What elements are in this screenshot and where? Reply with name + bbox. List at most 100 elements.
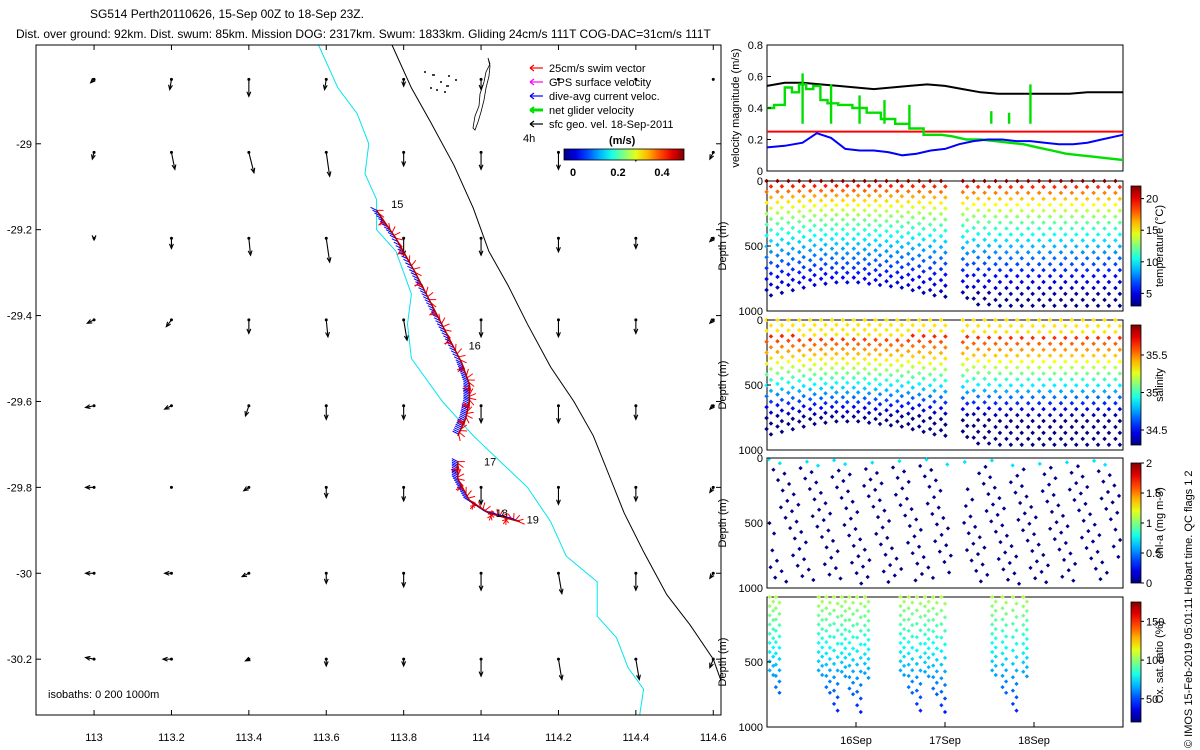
section-data-point [1015, 329, 1020, 335]
section-data-point [807, 267, 813, 273]
section-data-point [932, 432, 937, 437]
section-data-point [801, 322, 806, 328]
section-data-point [840, 255, 846, 261]
section-data-point [855, 649, 860, 654]
section-data-point [767, 649, 772, 655]
section-data-point [990, 640, 995, 646]
section-data-point [1053, 476, 1058, 481]
section-data-point [916, 424, 922, 429]
section-data-point [1024, 664, 1030, 670]
dac-vector [461, 404, 469, 409]
section-data-point [927, 415, 933, 421]
section-data-point [943, 272, 948, 277]
section-data-point [1052, 371, 1057, 376]
sfc-vector-head [168, 243, 174, 250]
salinity-axes-frame [766, 319, 1124, 451]
section-data-point [901, 608, 907, 613]
section-data-point [855, 260, 861, 266]
section-data-point [843, 627, 848, 632]
section-data-point [809, 469, 814, 475]
section-data-point [764, 339, 769, 345]
section-data-point [858, 615, 863, 620]
section-data-point [835, 668, 840, 673]
section-data-point [831, 634, 837, 640]
section-data-point [1069, 470, 1074, 475]
section-data-point [835, 628, 840, 633]
section-data-point [768, 421, 774, 426]
section-data-point [995, 512, 1000, 518]
section-data-point [1041, 359, 1046, 364]
section-data-point [909, 506, 914, 512]
section-data-point [986, 266, 992, 272]
section-data-point [816, 631, 821, 636]
section-data-point [846, 533, 852, 538]
inset-island-shape [472, 57, 491, 131]
section-data-point [993, 636, 998, 641]
section-data-point [771, 467, 776, 472]
section-data-point [926, 664, 931, 670]
section-data-point [1021, 622, 1026, 628]
section-data-point [823, 381, 828, 386]
sfc-vector-arrow [478, 485, 484, 506]
sfc-vector-head [163, 570, 170, 576]
section-data-point [1106, 303, 1112, 309]
section-data-point [764, 328, 769, 334]
section-data-point [895, 378, 900, 384]
section-data-point [820, 663, 825, 668]
section-data-point [1091, 250, 1096, 255]
sfc-vector-head [323, 414, 329, 421]
section-data-point [851, 375, 857, 381]
velocity-ytick-label: 0.8 [748, 40, 763, 52]
section-data-point [1024, 494, 1029, 499]
section-data-point [773, 651, 779, 656]
section-data-point [990, 613, 995, 618]
section-data-point [858, 682, 863, 688]
section-data-point [927, 426, 933, 432]
section-data-point [916, 285, 922, 290]
section-data-point [1029, 504, 1034, 510]
section-data-point [831, 661, 837, 666]
section-data-point [1063, 394, 1068, 400]
section-data-point [818, 405, 824, 411]
section-data-point [1117, 335, 1123, 341]
sfc-vector-head [240, 572, 248, 578]
sfc-vector-head [478, 417, 484, 425]
section-data-point [1010, 608, 1016, 613]
section-data-point [918, 655, 923, 660]
section-data-point [827, 572, 832, 577]
section-data-point [895, 419, 900, 424]
section-data-point [1004, 668, 1009, 673]
section-data-point [938, 372, 944, 378]
section-data-point [775, 392, 780, 397]
section-data-point [1058, 226, 1064, 231]
section-data-point [845, 409, 850, 415]
dac-vector [462, 399, 470, 404]
section-data-point [938, 416, 944, 422]
section-data-point [1073, 406, 1079, 412]
section-data-point [1113, 250, 1118, 255]
section-data-point [939, 649, 944, 654]
section-data-point [1080, 250, 1086, 255]
section-data-point [910, 267, 915, 272]
section-data-point [939, 594, 944, 600]
section-data-point [1073, 279, 1079, 285]
map-colorbar-tick: 0.2 [610, 167, 625, 179]
section-data-point [829, 394, 835, 400]
section-data-point [993, 412, 998, 418]
section-data-point [921, 333, 926, 339]
section-data-point [932, 388, 937, 394]
section-data-point [910, 634, 915, 639]
section-data-point [812, 342, 817, 348]
section-data-point [862, 651, 868, 657]
section-data-point [1104, 570, 1110, 575]
section-data-point [790, 364, 796, 370]
section-data-point [873, 347, 878, 352]
section-data-point [1004, 317, 1009, 323]
section-data-point [1019, 267, 1025, 273]
section-data-point [824, 594, 829, 600]
section-data-point [873, 327, 878, 333]
section-data-point [1112, 483, 1117, 488]
section-data-point [1015, 341, 1020, 347]
section-data-point [1063, 418, 1068, 424]
section-data-point [982, 545, 987, 550]
